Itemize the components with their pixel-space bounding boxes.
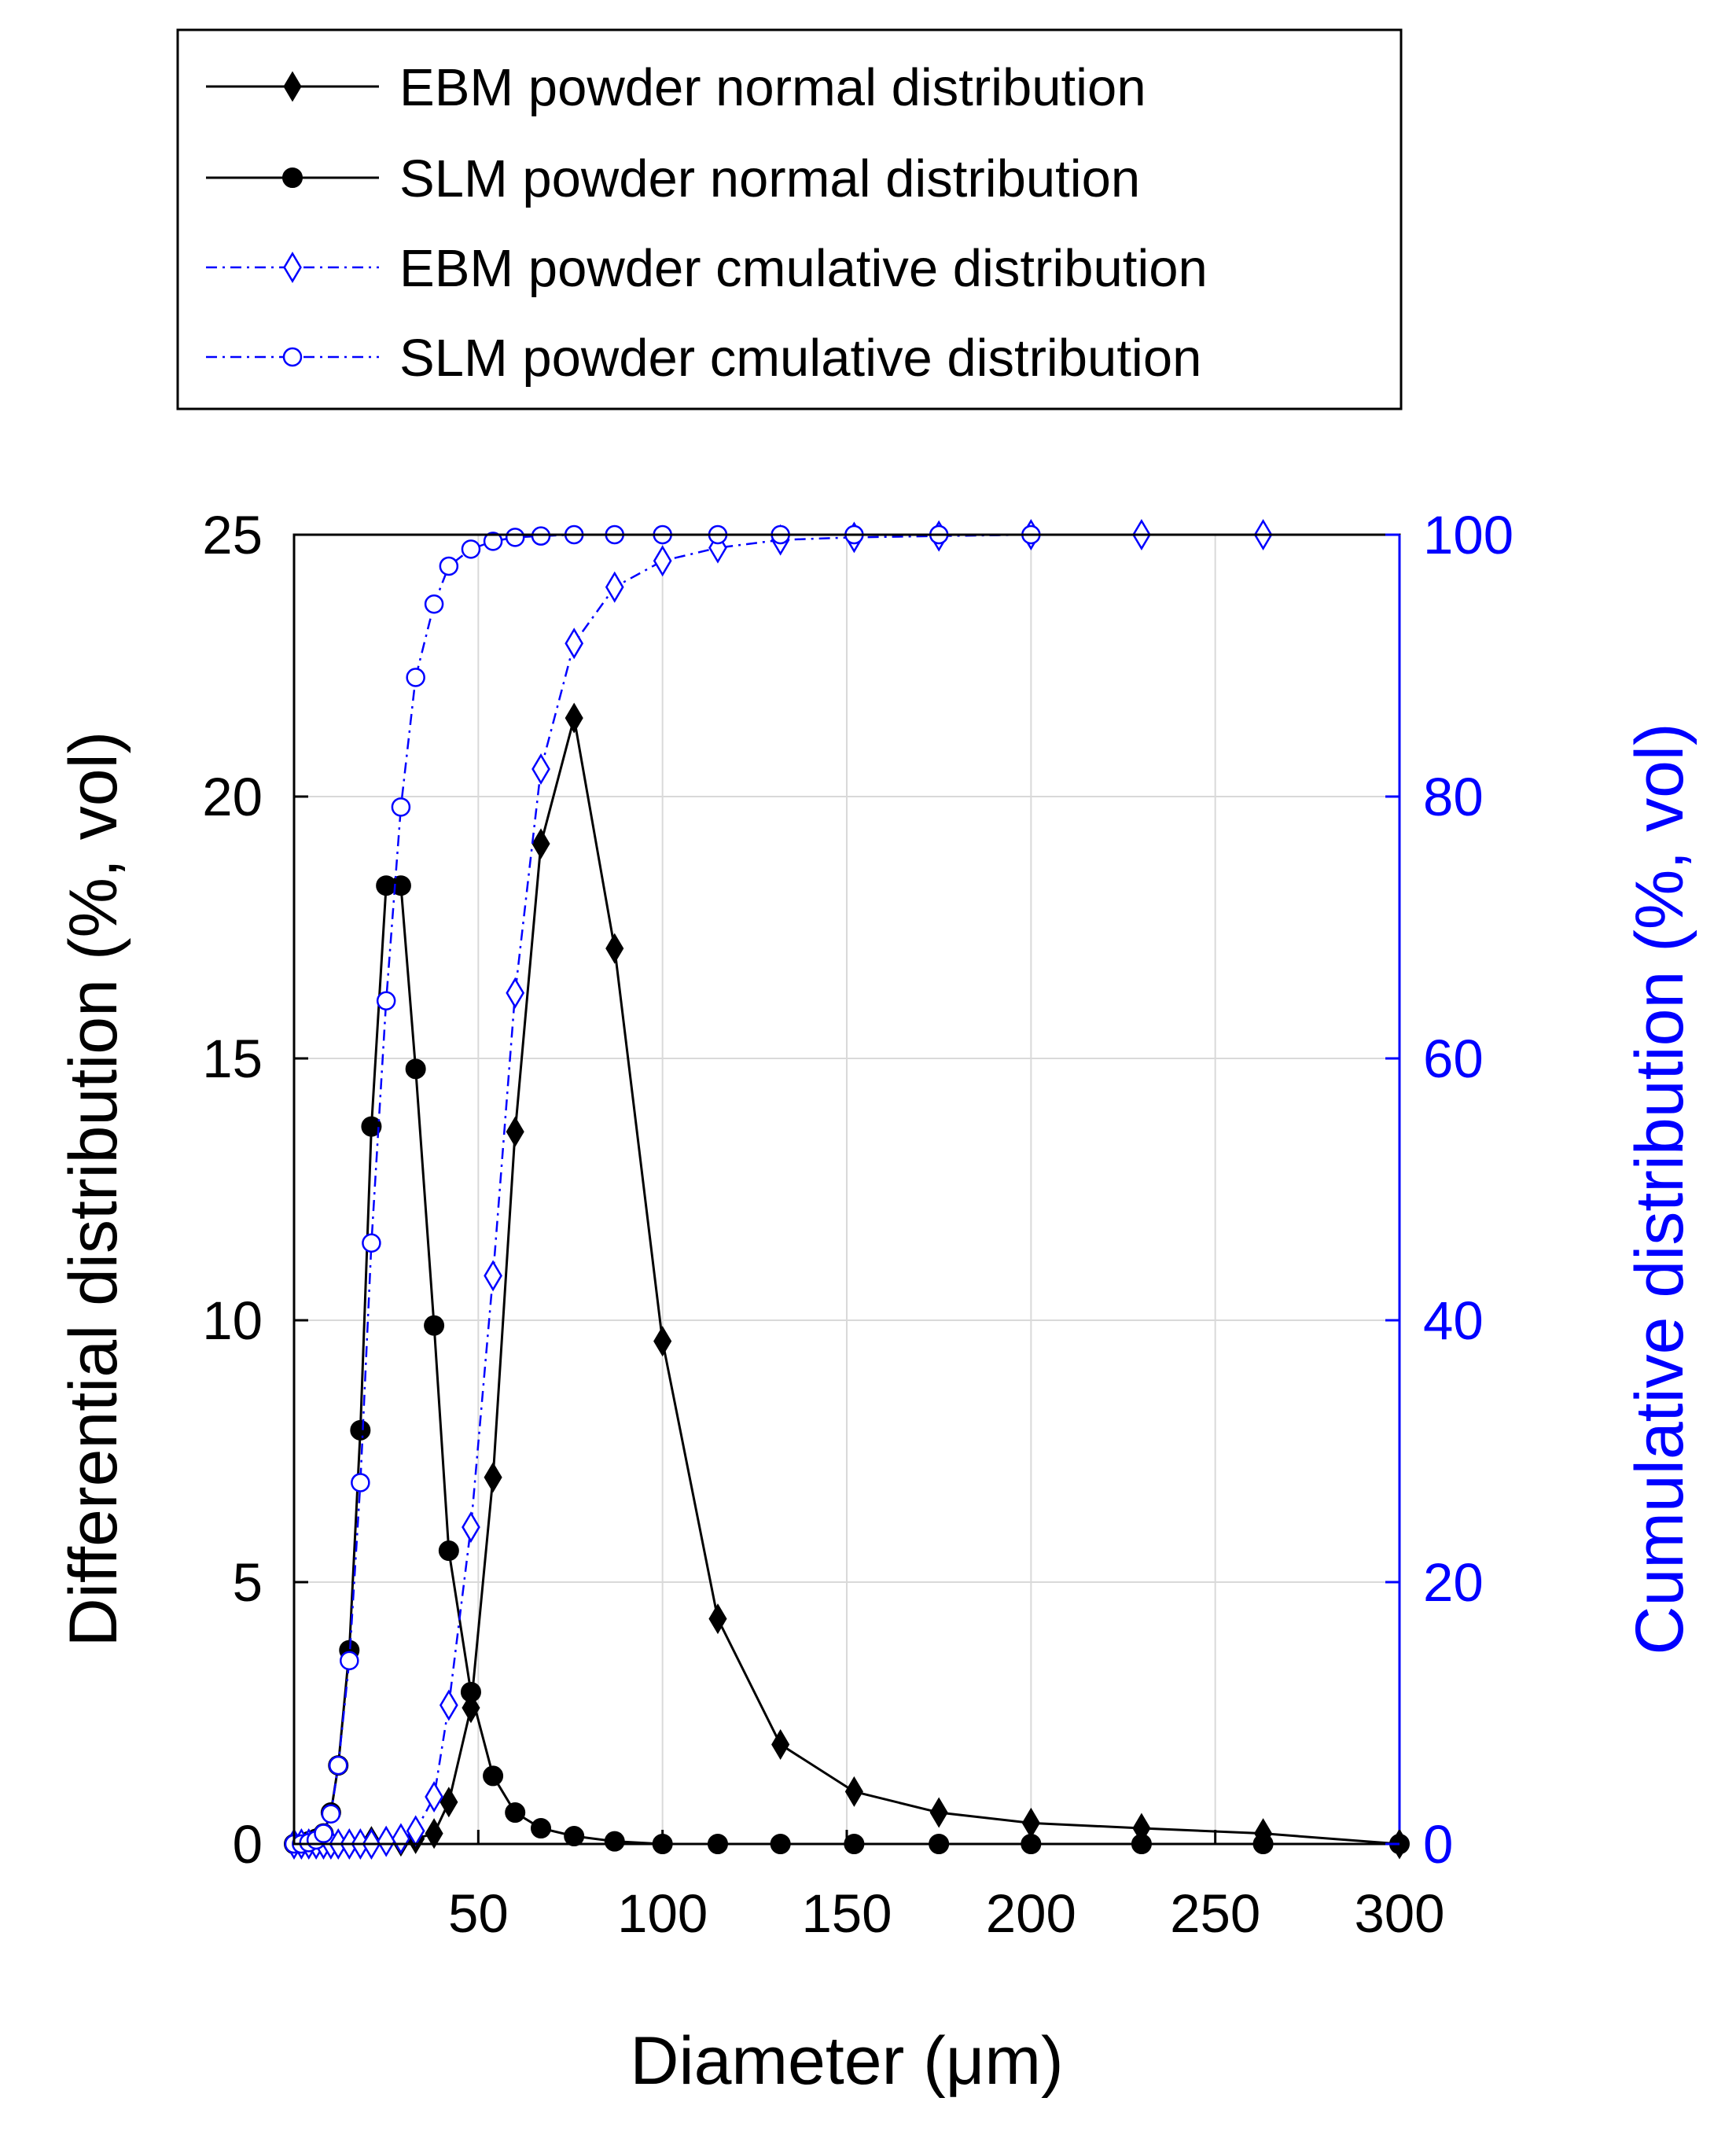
data-point	[531, 1818, 552, 1839]
legend-box	[176, 28, 1403, 410]
data-point	[929, 1797, 948, 1828]
y-left-tick-label: 10	[202, 1290, 263, 1351]
data-point	[424, 1315, 445, 1336]
data-point	[340, 1651, 359, 1671]
grid	[294, 535, 1399, 1844]
data-point	[506, 1116, 524, 1147]
data-point	[406, 668, 425, 687]
data-point	[376, 991, 396, 1010]
data-point	[439, 556, 459, 576]
y-axis-right: 0 20 40 60 80 100	[1385, 505, 1513, 1875]
data-point	[605, 933, 624, 964]
x-tick-label: 150	[801, 1883, 892, 1944]
data-point	[461, 539, 481, 559]
data-point	[506, 977, 525, 1009]
data-point	[565, 628, 584, 660]
data-point	[484, 1462, 502, 1493]
y-right-tick-label: 0	[1423, 1814, 1453, 1875]
data-point	[350, 1419, 371, 1441]
data-point	[328, 1755, 348, 1776]
x-tick-label: 200	[986, 1883, 1076, 1944]
data-point	[604, 1831, 625, 1852]
data-point	[483, 532, 503, 551]
y-right-tick-label: 100	[1423, 505, 1513, 565]
data-point	[439, 1689, 458, 1721]
data-point	[425, 1781, 443, 1813]
legend-marker	[283, 251, 302, 284]
y-right-tick-label: 80	[1423, 767, 1484, 827]
data-point	[390, 875, 411, 896]
legend-label: SLM powder cmulative distribution	[399, 329, 1201, 388]
data-point	[708, 1603, 727, 1635]
data-point	[391, 797, 411, 817]
data-point	[425, 1818, 443, 1849]
legend: EBM powder normal distribution SLM powder…	[176, 28, 1403, 410]
y-left-tick-label: 0	[233, 1814, 263, 1875]
data-point	[605, 571, 624, 603]
legend-marker	[282, 347, 303, 367]
y-axis-left: 0 5 10 15 20 25	[202, 505, 308, 1875]
data-point	[505, 1802, 526, 1824]
legend-marker	[283, 71, 302, 102]
data-point	[460, 1681, 481, 1702]
x-tick-label: 300	[1354, 1883, 1444, 1944]
x-tick-label: 50	[448, 1883, 509, 1944]
data-point	[844, 1776, 863, 1807]
x-axis-title: Diameter (μm)	[630, 2023, 1063, 2099]
y-axis-right-title: Cumulative distribution (%, vol)	[1622, 723, 1697, 1654]
data-point	[531, 753, 550, 786]
data-point	[314, 1824, 333, 1843]
data-point	[392, 1823, 410, 1855]
legend-label: SLM powder normal distribution	[399, 149, 1140, 208]
x-tick-label: 100	[617, 1883, 708, 1944]
legend-entry: EBM powder cmulative distribution	[206, 239, 1208, 298]
y-right-tick-label: 60	[1423, 1029, 1484, 1089]
data-point	[362, 1233, 381, 1253]
data-point	[377, 1825, 396, 1857]
data-point	[531, 526, 551, 546]
data-point	[462, 1692, 480, 1724]
data-point	[321, 1804, 341, 1824]
data-point	[771, 1728, 790, 1760]
x-tick-label: 250	[1170, 1883, 1260, 1944]
legend-label: EBM powder cmulative distribution	[399, 239, 1208, 298]
data-point	[484, 1260, 502, 1292]
data-point	[351, 1473, 370, 1492]
data-point	[424, 594, 444, 614]
data-point	[438, 1540, 459, 1562]
data-point	[361, 1116, 382, 1137]
data-point	[653, 1326, 672, 1357]
data-point	[462, 1511, 480, 1544]
y-right-tick-label: 40	[1423, 1290, 1484, 1351]
data-point	[505, 528, 525, 547]
data-point	[440, 1787, 458, 1818]
y-left-tick-label: 15	[202, 1029, 263, 1089]
y-axis-left-title: Differential distribution (%, vol)	[56, 731, 131, 1647]
data-point	[564, 1826, 585, 1847]
legend-label: EBM powder normal distribution	[399, 58, 1146, 117]
data-point	[405, 1058, 426, 1080]
y-left-tick-label: 5	[233, 1552, 263, 1613]
y-left-tick-label: 20	[202, 767, 263, 827]
data-point	[653, 545, 672, 577]
legend-marker	[282, 167, 303, 188]
x-axis: 50 100 150 200 250 300	[448, 1830, 1445, 1944]
y-left-tick-label: 25	[202, 505, 263, 565]
legend-entry: EBM powder normal distribution	[206, 58, 1146, 117]
data-point	[565, 702, 583, 734]
plot-area	[284, 518, 1410, 1860]
y-right-tick-label: 20	[1423, 1552, 1484, 1613]
data-point	[531, 828, 550, 859]
legend-entry: SLM powder normal distribution	[206, 149, 1140, 208]
legend-entry: SLM powder cmulative distribution	[206, 329, 1201, 388]
data-point	[483, 1765, 504, 1787]
